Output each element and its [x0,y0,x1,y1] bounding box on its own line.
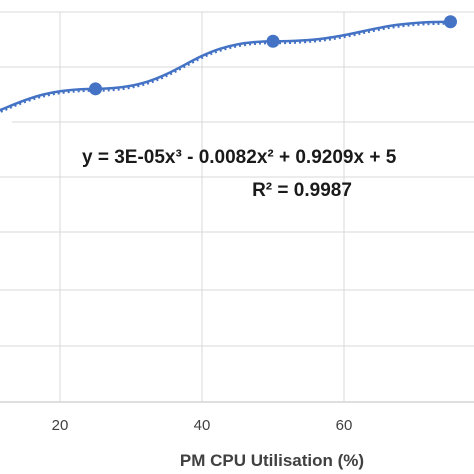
data-point [89,82,102,96]
r-squared-label: R² = 0.9987 [252,180,352,201]
x-tick-label: 60 [336,417,353,434]
trendline [0,22,451,114]
x-tick-label: 20 [52,417,69,434]
series-line [0,20,451,112]
x-tick-labels: 20 40 60 [52,417,353,434]
trendline-path [0,22,451,114]
data-point [444,15,457,29]
x-tick-label: 40 [194,417,211,434]
data-point [266,34,280,48]
series [0,15,457,112]
trendline-equation: y = 3E-05x³ - 0.0082x² + 0.9209x + 5 [82,147,397,168]
grid [0,11,474,403]
x-axis-title: PM CPU Utilisation (%) [180,451,364,470]
label-background [0,110,12,172]
